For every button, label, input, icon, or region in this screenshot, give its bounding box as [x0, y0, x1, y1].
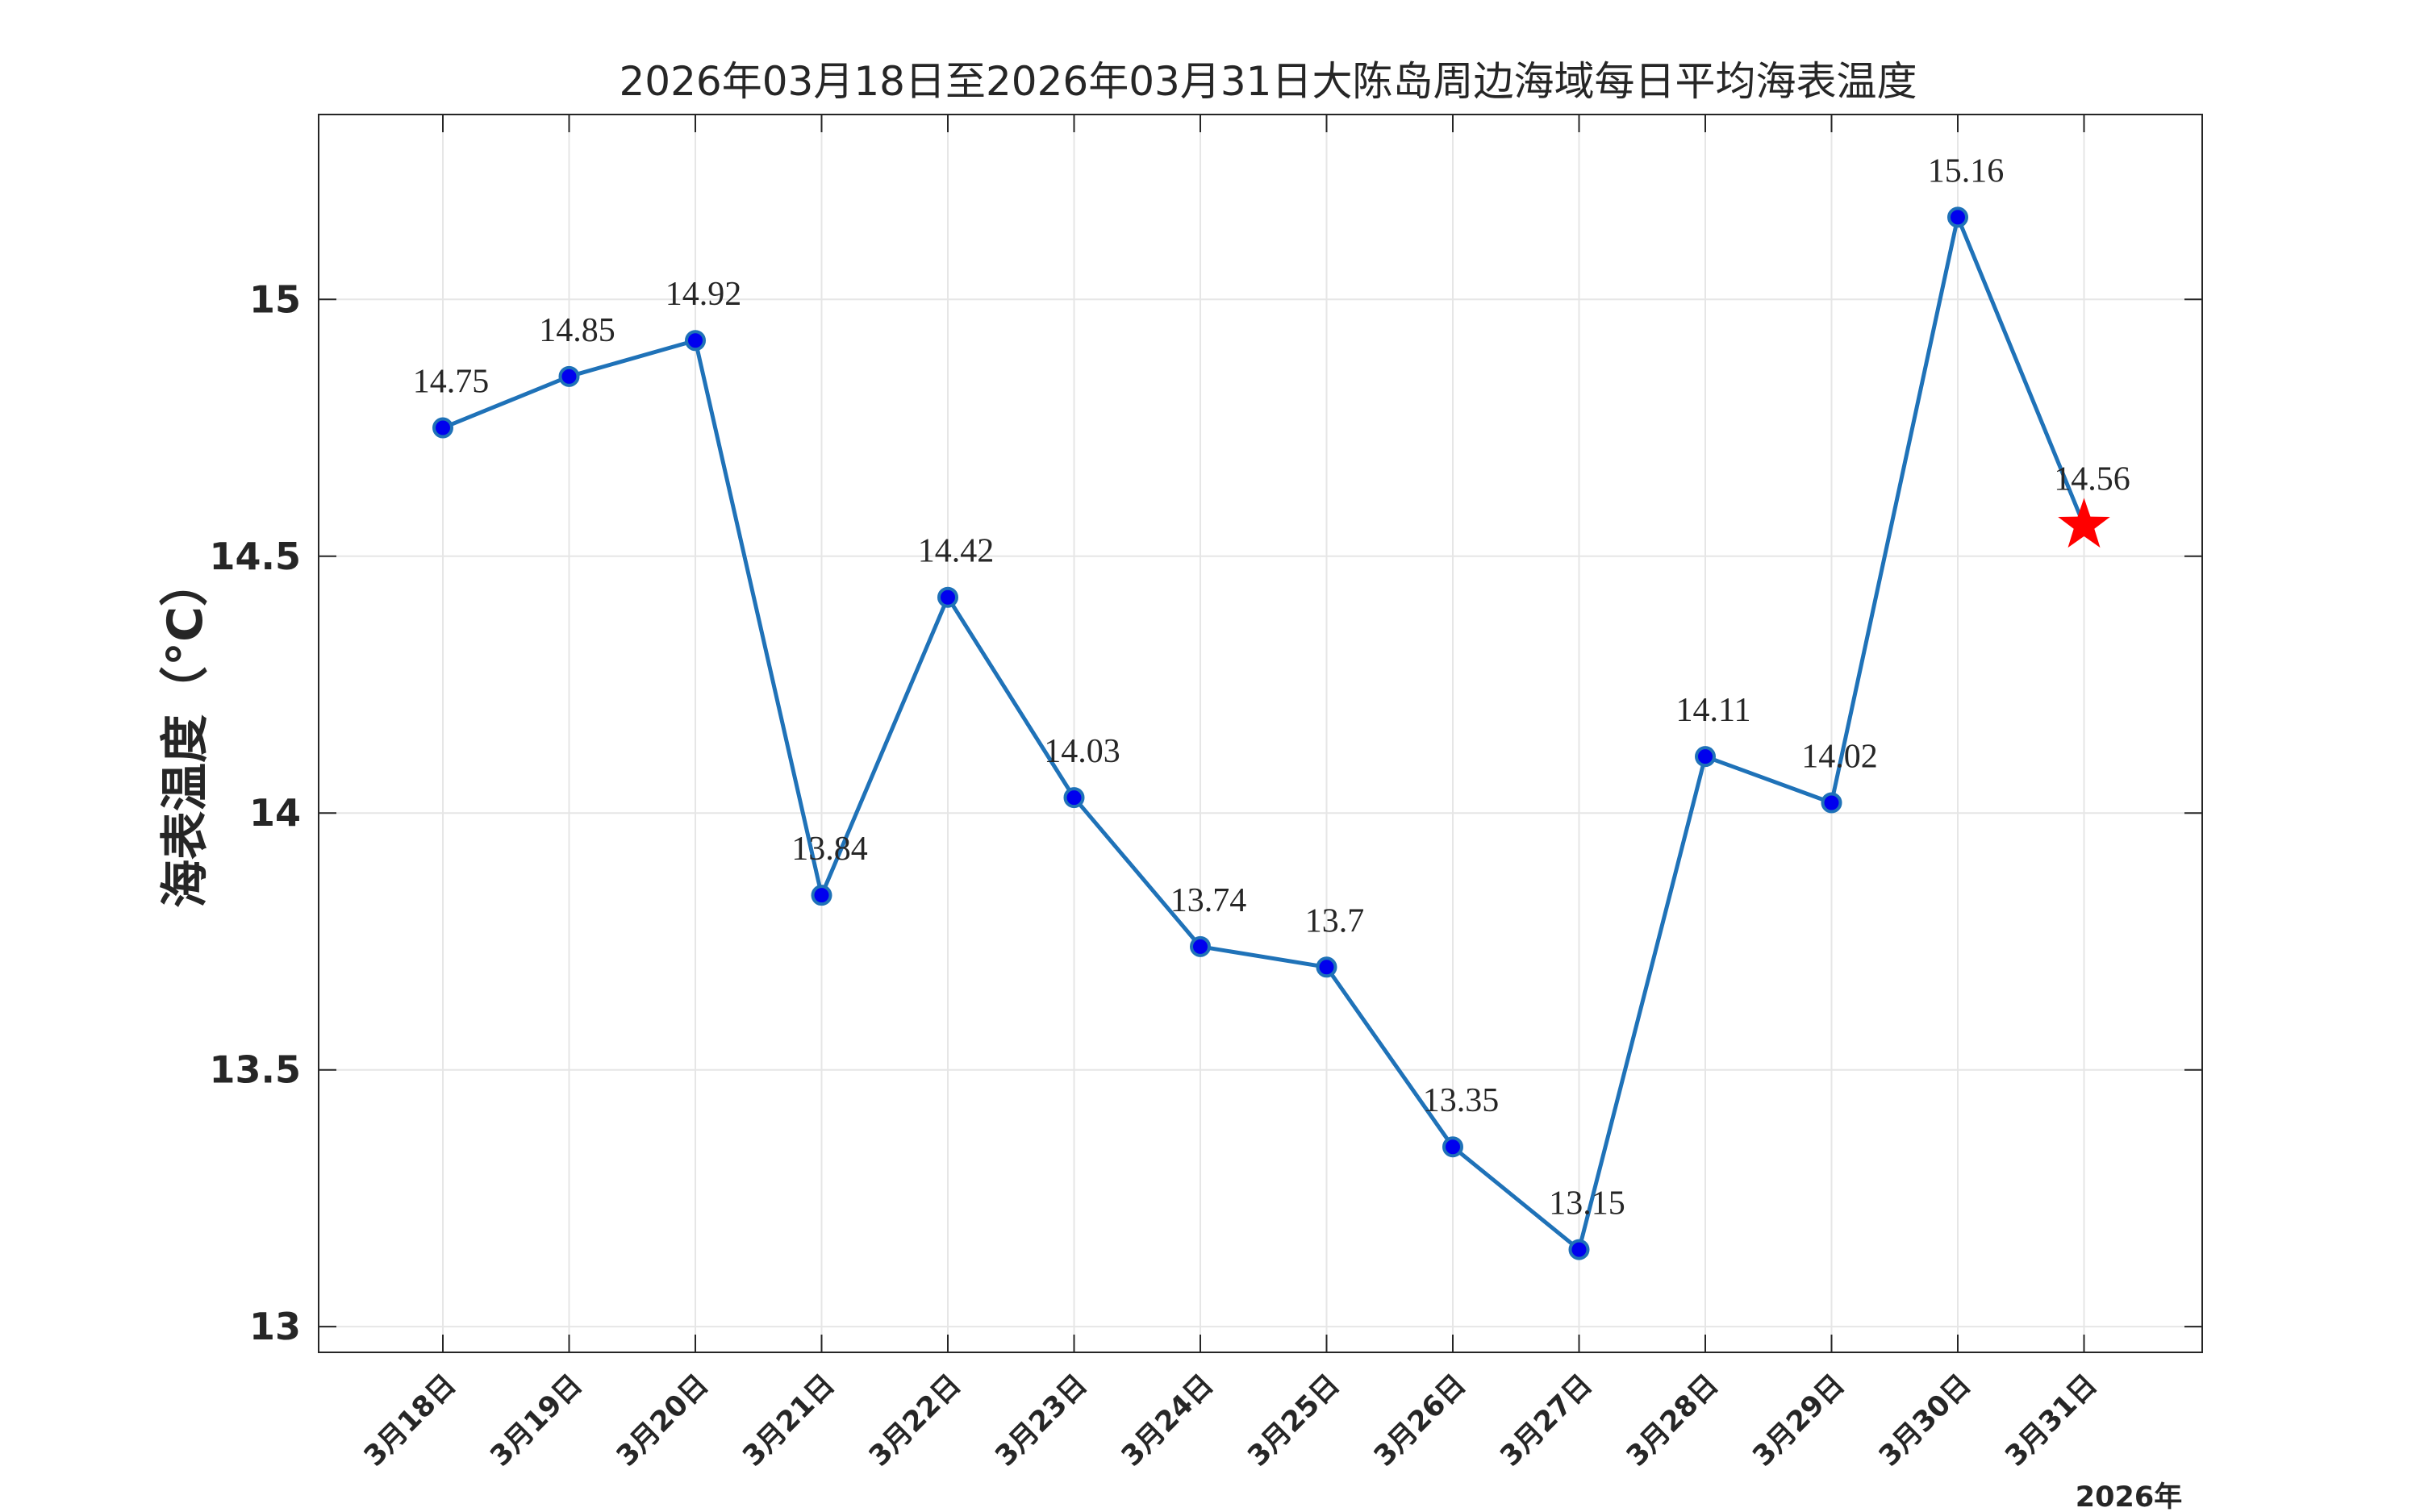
data-point [432, 417, 453, 439]
data-label: 14.03 [1044, 733, 1120, 770]
x-tick-label: 3月19日 [484, 1368, 588, 1472]
data-point [1568, 1239, 1590, 1260]
data-point [1947, 206, 1968, 228]
data-label: 14.02 [1801, 738, 1878, 775]
y-axis-label: 海表温度（°C） [157, 558, 214, 908]
data-label: 14.42 [918, 533, 995, 570]
highlight-star-marker [2058, 498, 2110, 548]
x-tick-label: 3月22日 [863, 1368, 967, 1472]
data-point [1190, 935, 1211, 957]
y-tick-label: 14.5 [210, 535, 302, 578]
data-label: 15.16 [1928, 152, 2005, 190]
x-axis-label: 2026年 [2076, 1481, 2182, 1512]
data-point [811, 885, 832, 906]
x-tick-label: 3月27日 [1494, 1368, 1598, 1472]
x-tick-label: 3月20日 [611, 1368, 715, 1472]
data-point [1821, 792, 1842, 814]
series-sea-surface-temperature [432, 206, 2110, 1260]
data-label: 13.15 [1549, 1185, 1625, 1223]
x-tick-label: 3月21日 [736, 1368, 841, 1472]
axis-ticks [319, 115, 2202, 1352]
series-line [442, 215, 2086, 1252]
x-tick-label: 3月30日 [1873, 1368, 1977, 1472]
data-label: 13.35 [1423, 1082, 1500, 1119]
data-point [685, 330, 706, 352]
x-tick-label: 3月25日 [1241, 1368, 1346, 1472]
x-tick-label: 3月23日 [989, 1368, 1093, 1472]
x-tick-label: 3月24日 [1116, 1368, 1220, 1472]
y-tick-label: 14 [249, 791, 301, 835]
data-point [1063, 787, 1085, 809]
x-tick-label: 3月18日 [358, 1368, 462, 1472]
data-label: 14.85 [539, 312, 615, 349]
x-tick-label: 3月29日 [1746, 1368, 1850, 1472]
data-labels: 14.75 14.85 14.92 13.84 14.42 14.03 13.74 13.7 1… [413, 152, 2130, 1222]
data-label: 14.75 [413, 364, 490, 401]
grid [319, 115, 2202, 1352]
data-point [1442, 1136, 1463, 1158]
x-tick-label: 3月26日 [1368, 1368, 1472, 1472]
data-label: 14.11 [1676, 692, 1751, 729]
x-tick-labels: 3月18日 3月19日 3月20日 3月21日 3月22日 3月23日 3月24日 3月25日… [358, 1368, 2104, 1472]
y-tick-label: 13.5 [210, 1048, 302, 1092]
x-tick-label: 3月28日 [1621, 1368, 1725, 1472]
plot-area [318, 114, 2203, 1353]
data-label: 13.74 [1170, 882, 1247, 919]
data-label: 13.84 [791, 831, 868, 868]
y-tick-label: 15 [249, 277, 301, 321]
y-tick-labels: 13 13.5 14 14.5 15 [210, 277, 302, 1348]
x-tick-label: 3月31日 [1999, 1368, 2103, 1472]
data-point [558, 365, 580, 387]
data-label: 14.56 [2054, 461, 2130, 498]
y-tick-label: 13 [249, 1305, 301, 1348]
data-point [1695, 746, 1716, 768]
data-point [1316, 956, 1337, 978]
chart-title: 2026年03月18日至2026年03月31日大陈岛周边海域每日平均海表温度 [620, 58, 1917, 105]
data-label: 13.7 [1305, 902, 1365, 939]
data-label: 14.92 [666, 276, 742, 313]
data-point [937, 586, 958, 608]
